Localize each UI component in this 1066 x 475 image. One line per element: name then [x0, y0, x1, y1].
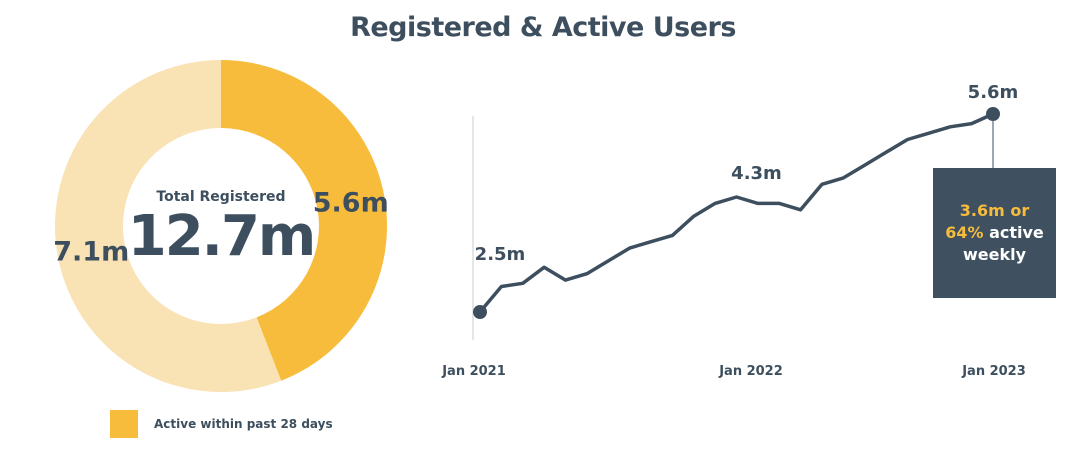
- end-point: [986, 107, 1000, 121]
- weekly-active-callout: 3.6m or 64% active weekly: [933, 168, 1056, 298]
- donut-slice-active: [221, 60, 387, 381]
- legend: Active within past 28 days: [110, 410, 333, 438]
- x-tick-label: Jan 2022: [718, 364, 783, 379]
- annotation-2-5m: 2.5m: [475, 244, 526, 265]
- donut-center-label: Total Registered: [156, 189, 285, 205]
- callout-line2: active: [983, 223, 1044, 242]
- chart-title: Registered & Active Users: [350, 12, 736, 43]
- callout-line1: 3.6m or: [959, 201, 1030, 220]
- callout-percent: 64%: [945, 223, 984, 242]
- donut-label-inactive: 7.1m: [53, 236, 129, 267]
- series-line: [478, 112, 995, 314]
- donut-slice-inactive: [54, 60, 282, 393]
- donut-center-value: 12.7m: [128, 204, 315, 269]
- annotation-4-3m: 4.3m: [731, 163, 782, 184]
- x-tick-label: Jan 2023: [961, 364, 1026, 379]
- annotation-5-6m: 5.6m: [968, 82, 1019, 103]
- x-tick-label: Jan 2021: [441, 364, 506, 379]
- callout-line3: weekly: [962, 245, 1027, 264]
- start-point: [473, 305, 487, 319]
- donut-label-active: 5.6m: [313, 188, 389, 219]
- legend-swatch-active: [110, 410, 138, 438]
- legend-label: Active within past 28 days: [154, 417, 333, 431]
- line-chart: 2.5m 4.3m 5.6m Jan 2021 Jan 2022 Jan 2023: [441, 82, 1026, 379]
